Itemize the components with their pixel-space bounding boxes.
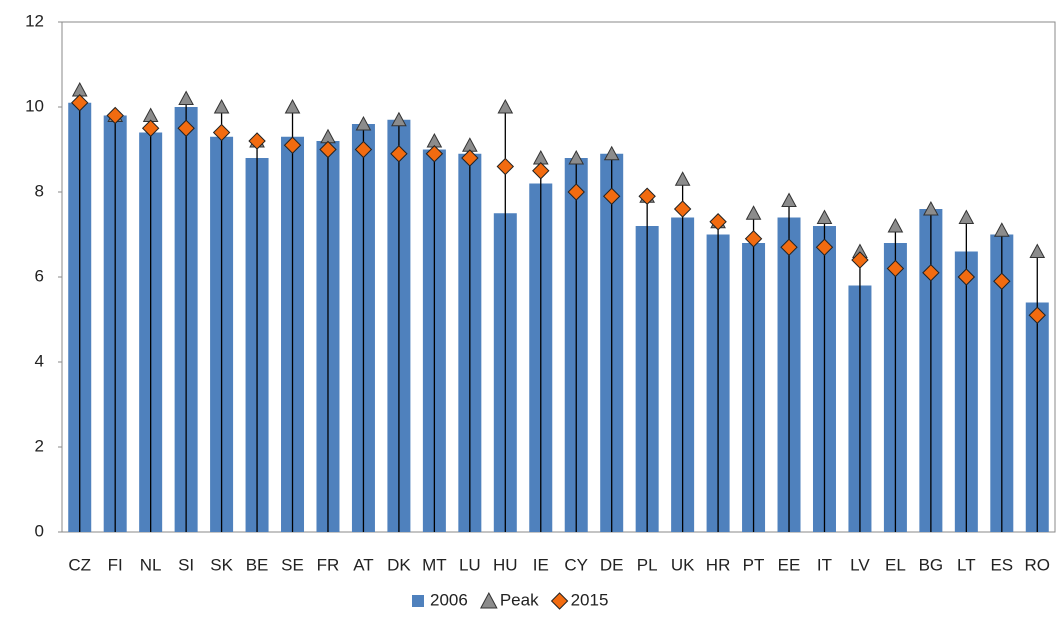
legend-swatch [550,592,569,610]
x-tick-label: CZ [68,555,91,574]
value-marker [354,140,373,159]
x-tick-label: PL [637,555,658,574]
peak-marker [674,171,691,186]
peak-marker [178,90,194,105]
peak-marker [993,222,1010,237]
x-tick-label: NL [140,555,162,574]
legend-label: Peak [500,590,539,609]
x-tick-label: DE [600,555,624,574]
value-marker [496,157,515,176]
value-marker [212,123,231,142]
peak-marker [1029,243,1046,258]
x-tick-label: PT [743,555,765,574]
y-tick-label: 6 [35,266,44,285]
value-marker [744,230,763,248]
x-tick-label: RO [1025,555,1051,574]
value-marker [780,238,798,256]
peak-marker [745,205,762,220]
peak-marker [781,192,797,207]
x-tick-label: HR [706,555,731,574]
value-marker [957,268,976,286]
y-tick-label: 12 [25,11,44,30]
peak-marker [816,209,833,224]
x-tick-label: HU [493,555,518,574]
value-marker [993,272,1011,290]
peak-marker [887,217,904,233]
value-marker [922,264,940,282]
peak-marker [958,209,975,224]
value-marker [425,145,444,163]
x-tick-label: SI [178,555,194,574]
x-tick-label: FR [317,555,340,574]
legend-swatch [412,595,424,607]
x-tick-label: BE [246,555,269,574]
value-marker [567,183,585,201]
x-tick-label: SE [281,555,304,574]
x-tick-label: ES [990,555,1013,574]
value-marker [461,149,479,167]
value-marker [141,119,160,137]
value-marker [851,251,869,269]
peak-marker [568,149,585,165]
value-marker [283,136,302,154]
value-marker [638,187,656,205]
peak-marker [497,98,514,114]
peak-marker [391,111,407,127]
x-tick-label: EL [885,555,906,574]
x-tick-label: SK [210,555,233,574]
x-tick-label: MT [422,555,447,574]
x-tick-label: BG [919,555,944,574]
y-tick-label: 0 [35,521,44,540]
x-tick-label: AT [353,555,373,574]
value-marker [177,119,195,137]
peak-marker [923,200,939,216]
value-marker [319,140,337,159]
peak-marker [213,98,230,114]
x-tick-label: LU [459,555,481,574]
value-marker [709,213,727,231]
y-tick-label: 2 [35,436,44,455]
x-tick-label: EE [778,555,801,574]
peak-marker [284,98,301,114]
x-tick-label: LT [957,555,976,574]
value-marker [248,132,266,150]
value-marker [815,238,834,256]
y-tick-label: 8 [35,181,44,200]
x-tick-label: LV [850,555,870,574]
legend-swatch [479,591,498,609]
value-marker [886,259,905,278]
value-marker [602,187,621,205]
x-tick-label: UK [671,555,695,574]
value-marker [532,162,550,180]
peak-marker [355,115,372,131]
x-tick-label: CY [564,555,588,574]
legend-label: 2006 [430,590,468,609]
value-marker [390,145,408,163]
peak-marker [603,145,620,161]
x-tick-label: FI [108,555,123,574]
x-tick-label: IT [817,555,832,574]
x-tick-label: IE [533,555,549,574]
value-marker [1028,306,1046,324]
y-tick-label: 10 [25,96,44,115]
legend-label: 2015 [571,590,609,609]
y-tick-label: 4 [35,351,44,370]
value-marker [106,106,124,125]
value-marker [71,94,89,112]
value-marker [673,200,692,218]
x-tick-label: DK [387,555,411,574]
